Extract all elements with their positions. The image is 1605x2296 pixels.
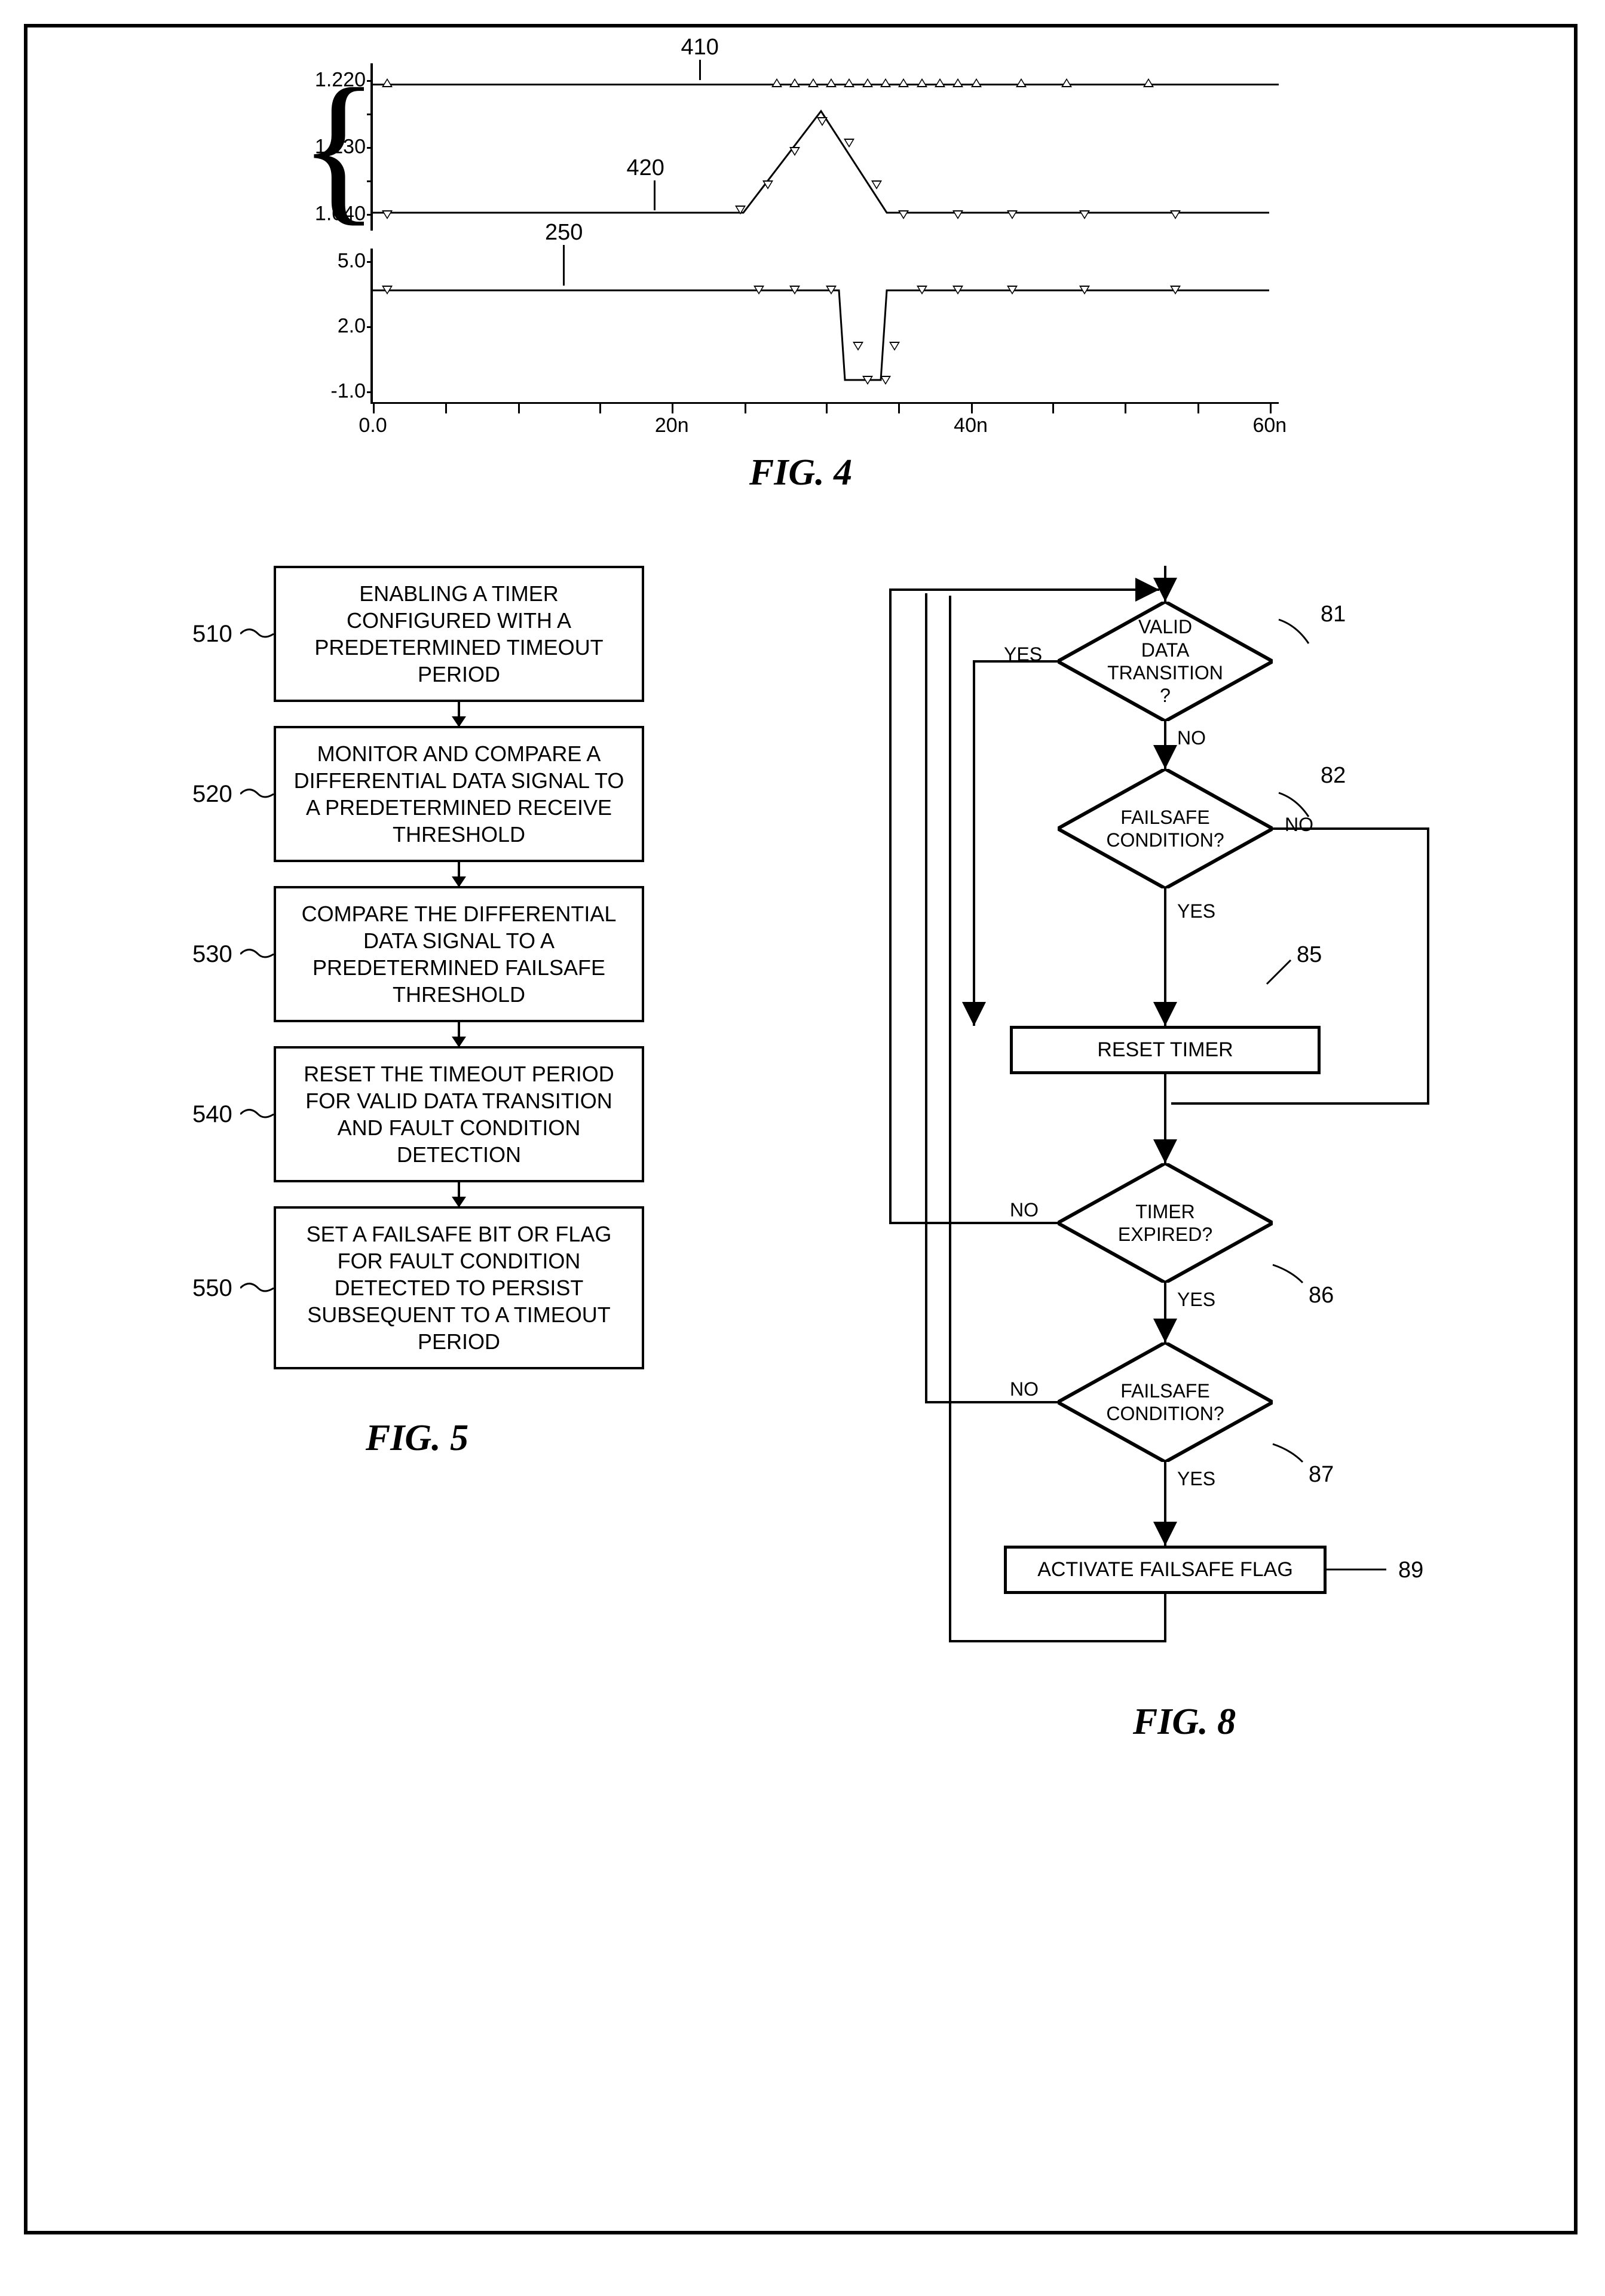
fig8-flowchart: VALIDDATA TRANSITION? 81 YES NO FAILSAFE…	[819, 566, 1550, 1743]
x-label: 60n	[1252, 414, 1287, 437]
arrow-down-icon	[458, 702, 460, 726]
step-text: ENABLING A TIMER CONFIGURED WITH A PREDE…	[314, 581, 603, 686]
fig5-flowchart: 510 ENABLING A TIMER CONFIGURED WITH A P…	[51, 566, 783, 1743]
arrow-down-icon	[458, 862, 460, 886]
flow-connectors	[819, 566, 1550, 1761]
arrow-down-icon	[458, 1022, 460, 1046]
step-num: 510	[192, 619, 232, 649]
step-text: SET A FAILSAFE BIT OR FLAG FOR FAULT CON…	[307, 1222, 612, 1354]
step-550: 550 SET A FAILSAFE BIT OR FLAG FOR FAULT…	[274, 1206, 644, 1369]
fig5-title: FIG. 5	[51, 1417, 783, 1460]
callout-410: 410	[681, 35, 718, 60]
y-label: 1.040	[315, 203, 373, 226]
step-text: MONITOR AND COMPARE A DIFFERENTIAL DATA …	[294, 741, 624, 847]
step-text: COMPARE THE DIFFERENTIAL DATA SIGNAL TO …	[302, 902, 617, 1007]
fig4-chart: { 1.220 1.130 1.040 410	[323, 63, 1279, 494]
x-label: 20n	[655, 414, 689, 437]
step-530: 530 COMPARE THE DIFFERENTIAL DATA SIGNAL…	[274, 886, 644, 1022]
x-label: 40n	[954, 414, 988, 437]
y-label: 1.220	[315, 69, 373, 92]
callout-250: 250	[545, 220, 583, 246]
x-axis: 0.0 20n 40n 60n	[373, 402, 1279, 404]
step-num: 530	[192, 939, 232, 969]
step-540: 540 RESET THE TIMEOUT PERIOD FOR VALID D…	[274, 1046, 644, 1182]
fig4-bottom-panel: 5.0 2.0 -1.0 250	[370, 249, 1279, 404]
y-label: 1.130	[315, 136, 373, 159]
callout-420: 420	[626, 155, 664, 181]
step-num: 540	[192, 1099, 232, 1129]
step-num: 520	[192, 779, 232, 809]
fig4-top-panel: 1.220 1.130 1.040 410	[370, 63, 1279, 231]
line-420	[373, 63, 1279, 231]
page-frame: { 1.220 1.130 1.040 410	[24, 24, 1578, 2234]
fig4-title: FIG. 4	[323, 452, 1279, 494]
step-510: 510 ENABLING A TIMER CONFIGURED WITH A P…	[274, 566, 644, 702]
step-520: 520 MONITOR AND COMPARE A DIFFERENTIAL D…	[274, 726, 644, 862]
step-num: 550	[192, 1273, 232, 1303]
line-250	[373, 249, 1279, 404]
step-text: RESET THE TIMEOUT PERIOD FOR VALID DATA …	[304, 1062, 614, 1167]
x-label: 0.0	[359, 414, 387, 437]
arrow-down-icon	[458, 1182, 460, 1206]
decision-81: VALIDDATA TRANSITION?	[1058, 602, 1273, 721]
